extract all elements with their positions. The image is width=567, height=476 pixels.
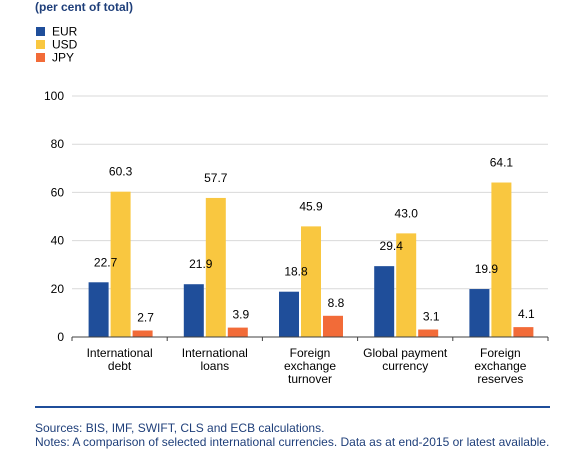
x-tick-label: reserves xyxy=(477,372,523,386)
data-label: 3.9 xyxy=(232,308,249,322)
y-tick-label: 20 xyxy=(51,282,65,296)
bar-eur xyxy=(374,266,395,337)
data-label: 60.3 xyxy=(109,165,133,179)
data-label: 43.0 xyxy=(395,206,419,220)
y-tick-label: 100 xyxy=(44,89,64,103)
bar-eur xyxy=(279,291,299,337)
y-tick-label: 80 xyxy=(51,137,65,151)
x-tick-label: exchange xyxy=(284,359,336,373)
bar-jpy xyxy=(513,327,534,337)
data-label: 8.8 xyxy=(328,296,345,310)
bar-usd xyxy=(491,182,512,337)
x-axis: InternationaldebtInternationalloansForei… xyxy=(71,336,549,386)
bar-usd xyxy=(110,191,131,337)
bars xyxy=(88,182,534,337)
chart-subtitle: (per cent of total) xyxy=(35,0,133,14)
bar-eur xyxy=(88,282,109,337)
x-tick-label: International xyxy=(87,346,153,360)
footer-divider xyxy=(35,406,550,408)
bar-eur xyxy=(469,289,490,337)
data-label: 3.1 xyxy=(423,310,440,324)
x-tick-label: Foreign xyxy=(480,346,521,360)
legend-swatch-eur xyxy=(36,27,45,36)
legend-swatch-jpy xyxy=(36,53,45,62)
legend-label-eur: EUR xyxy=(52,25,78,39)
y-tick-label: 60 xyxy=(51,185,65,199)
x-tick-label: International xyxy=(182,346,248,360)
data-label: 29.4 xyxy=(380,239,404,253)
data-label: 57.7 xyxy=(204,171,228,185)
y-axis: 0 20 40 60 80 100 xyxy=(44,89,64,344)
legend-swatch-usd xyxy=(36,40,45,49)
x-tick-label: loans xyxy=(200,359,229,373)
data-label: 18.8 xyxy=(284,265,308,279)
legend-label-usd: USD xyxy=(52,38,78,52)
y-tick-label: 0 xyxy=(57,330,64,344)
data-labels: 22.7 60.3 2.7 21.9 57.7 3.9 18.8 45.9 8.8 29.4 43.… xyxy=(94,156,535,325)
bar-jpy xyxy=(227,327,248,337)
bar-eur xyxy=(183,284,204,337)
y-tick-label: 40 xyxy=(51,234,65,248)
bar-usd xyxy=(205,197,226,337)
x-tick-label: debt xyxy=(108,359,132,373)
data-label: 19.9 xyxy=(475,262,499,276)
data-label: 4.1 xyxy=(518,307,535,321)
data-label: 22.7 xyxy=(94,255,118,269)
bar-usd xyxy=(396,233,417,337)
x-tick-label: Foreign xyxy=(290,346,331,360)
notes-text: Notes: A comparison of selected internat… xyxy=(35,435,550,449)
bar-jpy xyxy=(132,330,153,337)
bar-jpy xyxy=(323,315,343,337)
data-label: 2.7 xyxy=(137,310,154,324)
data-label: 45.9 xyxy=(299,199,323,213)
sources-text: Sources: BIS, IMF, SWIFT, CLS and ECB ca… xyxy=(35,421,325,435)
data-label: 21.9 xyxy=(189,257,213,271)
bar-jpy xyxy=(418,329,439,337)
data-label: 64.1 xyxy=(490,156,514,170)
bar-usd xyxy=(301,226,321,337)
legend-label-jpy: JPY xyxy=(52,51,74,65)
x-tick-label: turnover xyxy=(288,372,332,386)
x-tick-label: currency xyxy=(382,359,428,373)
x-tick-label: Global payment xyxy=(363,346,448,360)
x-tick-label: exchange xyxy=(474,359,526,373)
